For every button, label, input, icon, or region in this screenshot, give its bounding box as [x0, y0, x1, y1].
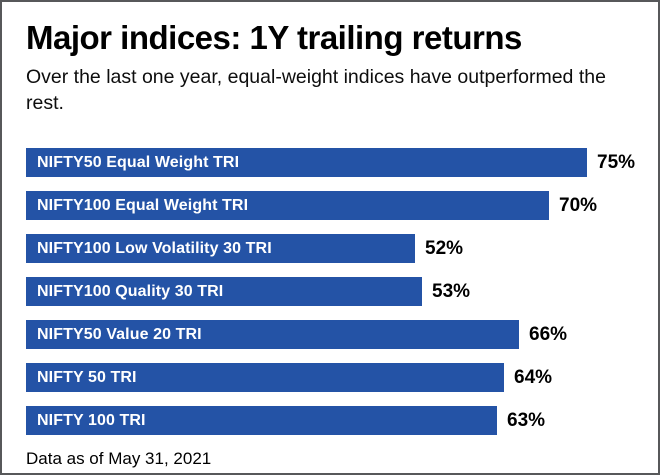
bar-category-label: NIFTY100 Equal Weight TRI — [37, 196, 249, 214]
bar-category-label: NIFTY100 Low Volatility 30 TRI — [37, 239, 272, 257]
bar-chart: NIFTY50 Equal Weight TRI 75% NIFTY100 Eq… — [26, 148, 636, 436]
bar-category-label: NIFTY 50 TRI — [37, 368, 137, 386]
bar-row: NIFTY 100 TRI 63% — [26, 406, 634, 436]
bar: NIFTY100 Low Volatility 30 TRI — [26, 234, 415, 264]
bar-row: NIFTY100 Low Volatility 30 TRI 52% — [26, 234, 634, 264]
bar-row: NIFTY50 Value 20 TRI 66% — [26, 320, 634, 350]
bar-category-label: NIFTY100 Quality 30 TRI — [37, 282, 224, 300]
bar: NIFTY50 Equal Weight TRI — [26, 148, 587, 178]
bar-value-label: 66% — [529, 323, 568, 345]
bar-row: NIFTY100 Equal Weight TRI 70% — [26, 191, 634, 221]
bar-value-label: 52% — [425, 237, 464, 259]
bar: NIFTY 50 TRI — [26, 363, 504, 393]
bar: NIFTY100 Quality 30 TRI — [26, 277, 422, 307]
bar-category-label: NIFTY 100 TRI — [37, 411, 146, 429]
bar: NIFTY50 Value 20 TRI — [26, 320, 519, 350]
bar-value-label: 53% — [432, 280, 471, 302]
bar-value-label: 70% — [559, 194, 598, 216]
bar-category-label: NIFTY50 Equal Weight TRI — [37, 153, 240, 171]
bar-value-label: 63% — [507, 409, 546, 431]
bar: NIFTY 100 TRI — [26, 406, 497, 436]
data-asof-note: Data as of May 31, 2021 — [26, 449, 212, 469]
chart-subtitle: Over the last one year, equal-weight ind… — [26, 66, 606, 115]
bar-value-label: 64% — [514, 366, 553, 388]
bar-row: NIFTY 50 TRI 64% — [26, 363, 634, 393]
bar-row: NIFTY50 Equal Weight TRI 75% — [26, 148, 636, 178]
bar: NIFTY100 Equal Weight TRI — [26, 191, 549, 221]
bar-category-label: NIFTY50 Value 20 TRI — [37, 325, 202, 343]
chart-title: Major indices: 1Y trailing returns — [26, 19, 522, 56]
bar-value-label: 75% — [597, 151, 636, 173]
bar-row: NIFTY100 Quality 30 TRI 53% — [26, 277, 634, 307]
